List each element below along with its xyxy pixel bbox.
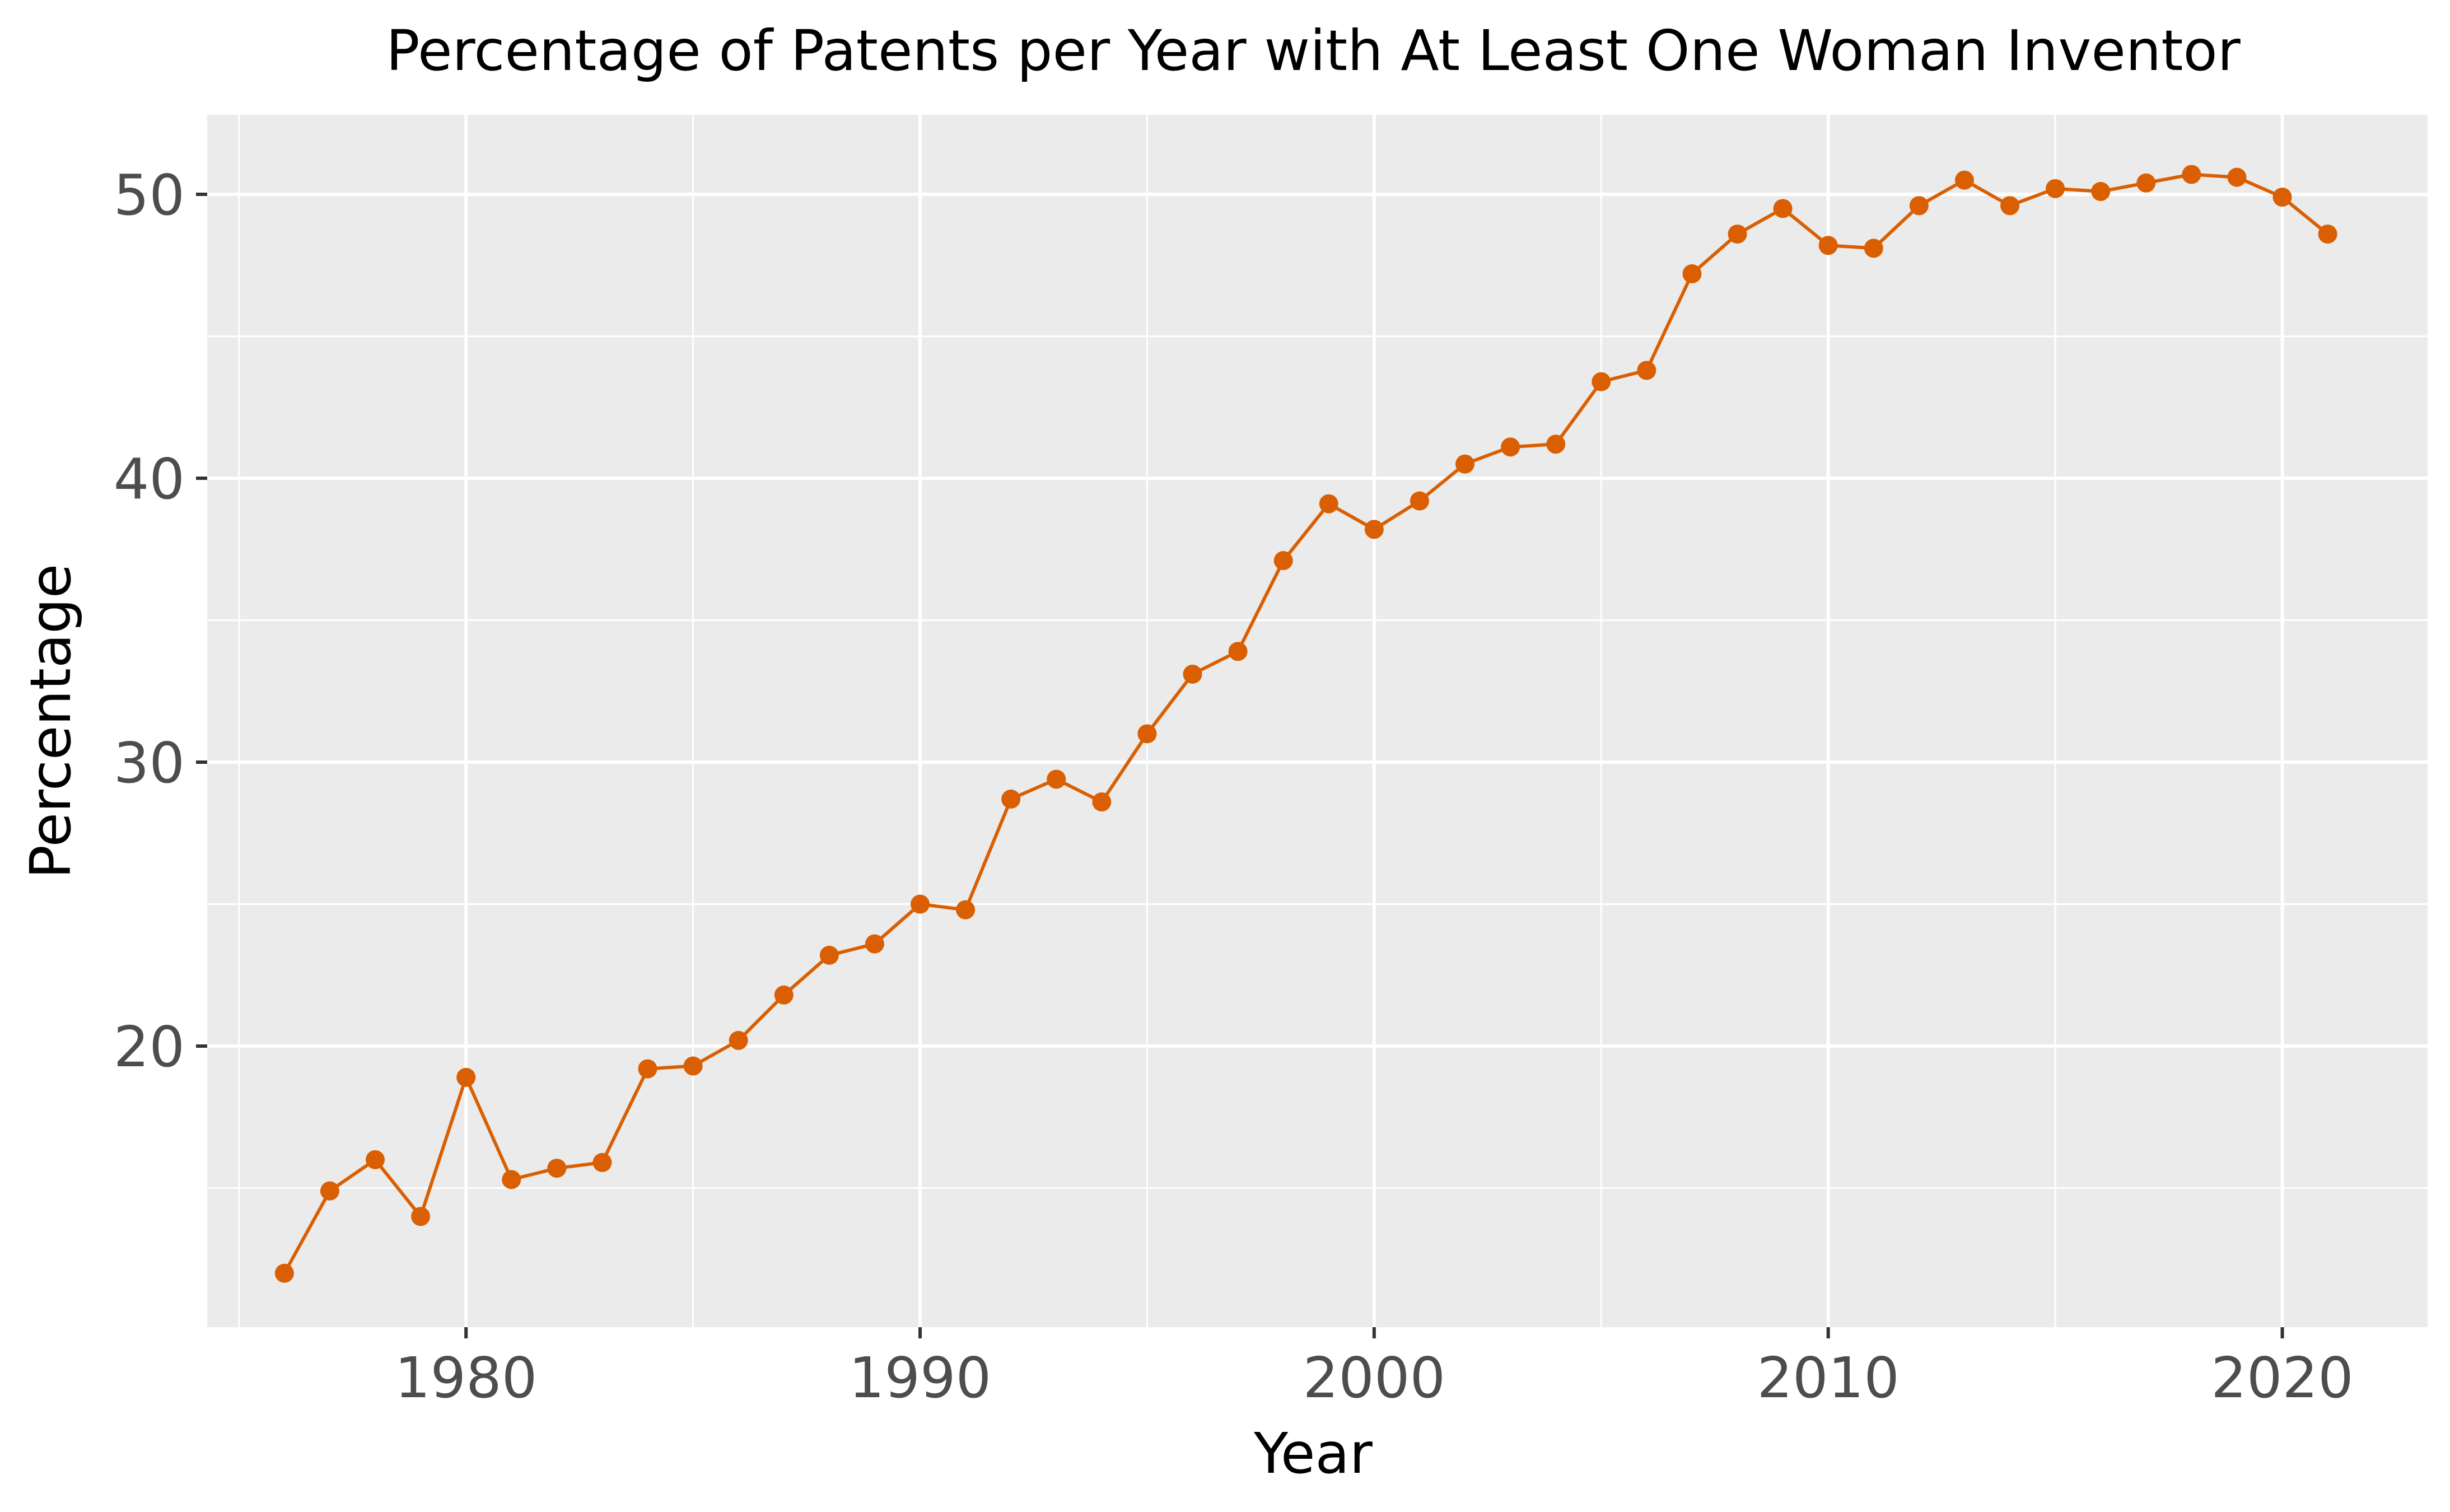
y-tick-label: 40 xyxy=(114,446,185,512)
x-tick-label: 2010 xyxy=(1757,1345,1900,1411)
data-point xyxy=(2091,181,2111,201)
data-point xyxy=(911,894,930,914)
data-point xyxy=(1773,199,1793,218)
chart-title: Percentage of Patents per Year with At L… xyxy=(386,18,2241,83)
y-axis-tick-labels: 20 30 40 50 xyxy=(114,162,185,1080)
data-point xyxy=(1047,769,1066,789)
data-point xyxy=(1183,664,1202,684)
data-point xyxy=(411,1207,431,1226)
data-point xyxy=(1637,361,1656,380)
data-point xyxy=(1137,724,1157,744)
axis-ticks xyxy=(196,192,2284,1338)
data-point xyxy=(2318,224,2337,244)
data-point xyxy=(1092,792,1112,812)
data-point xyxy=(456,1067,476,1087)
data-point xyxy=(592,1152,612,1172)
x-tick-label: 2020 xyxy=(2211,1345,2354,1411)
data-point xyxy=(1319,494,1338,514)
data-point xyxy=(956,900,976,920)
y-tick-label: 30 xyxy=(114,730,185,796)
data-point xyxy=(1364,520,1384,539)
data-point xyxy=(2046,179,2065,198)
data-point xyxy=(1909,196,1929,216)
data-point xyxy=(366,1150,385,1169)
data-point xyxy=(2227,167,2247,187)
data-point xyxy=(1682,264,1702,283)
data-point xyxy=(2272,188,2292,207)
x-tick-label: 1990 xyxy=(849,1345,992,1411)
data-point xyxy=(2136,173,2156,193)
data-point xyxy=(1455,454,1475,474)
data-point xyxy=(1954,170,1974,190)
y-axis-title: Percentage xyxy=(18,564,83,879)
data-point xyxy=(1592,372,1611,391)
data-point xyxy=(1546,435,1566,454)
y-tick-label: 50 xyxy=(114,162,185,228)
data-point xyxy=(547,1159,567,1178)
data-point xyxy=(320,1181,339,1201)
data-point xyxy=(1818,236,1838,255)
data-point xyxy=(1228,642,1248,661)
data-point xyxy=(683,1056,703,1076)
x-tick-label: 2000 xyxy=(1303,1345,1446,1411)
minor-gridlines xyxy=(207,115,2428,1327)
data-point xyxy=(274,1263,294,1283)
data-point xyxy=(774,985,794,1005)
major-gridlines xyxy=(207,115,2428,1327)
series-group xyxy=(274,165,2337,1283)
data-point xyxy=(1864,239,1883,258)
data-point xyxy=(502,1170,521,1189)
data-point xyxy=(1728,224,1747,244)
data-point xyxy=(1001,789,1021,809)
y-tick-label: 20 xyxy=(114,1014,185,1080)
x-axis-title: Year xyxy=(1253,1421,1373,1486)
series-line xyxy=(283,172,2329,1275)
data-point xyxy=(2000,196,2020,216)
data-point xyxy=(819,945,839,965)
data-point xyxy=(865,934,884,954)
x-tick-label: 1980 xyxy=(395,1345,538,1411)
plot-panel xyxy=(207,115,2428,1327)
data-point xyxy=(1273,551,1293,571)
data-point xyxy=(2182,165,2201,184)
data-point xyxy=(638,1059,657,1079)
data-point xyxy=(729,1030,748,1050)
data-point xyxy=(1501,437,1520,457)
data-point xyxy=(1410,491,1429,511)
x-axis-tick-labels: 1980 1990 2000 2010 2020 xyxy=(395,1345,2354,1411)
